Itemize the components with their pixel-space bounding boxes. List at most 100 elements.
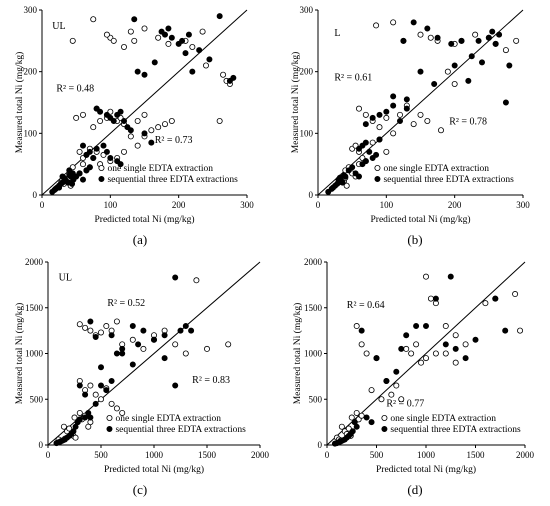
open-point [427, 295, 434, 302]
x-tick-label: 500 [94, 450, 108, 460]
open-point [502, 47, 509, 54]
open-point [422, 273, 429, 280]
open-point [182, 350, 189, 357]
filled-point [468, 53, 475, 60]
filled-point [403, 105, 410, 112]
filled-point [362, 121, 369, 128]
open-point [452, 359, 459, 366]
filled-point [442, 341, 449, 348]
open-point [103, 323, 110, 330]
open-point [76, 321, 83, 328]
open-point [422, 355, 429, 362]
open-point [140, 345, 147, 352]
filled-point [113, 350, 120, 357]
filled-point [150, 336, 157, 343]
series-sequential-edta [53, 274, 195, 447]
filled-point [140, 327, 147, 334]
open-point [87, 327, 94, 334]
open-point [343, 182, 350, 189]
identity-line [317, 9, 524, 196]
panel-caption: (b) [407, 232, 422, 247]
filled-point [424, 25, 431, 32]
open-point [148, 127, 155, 134]
filled-point [85, 409, 92, 416]
legend-label: sequential three EDTA extractions [107, 175, 238, 185]
filled-point [76, 170, 83, 177]
filled-point [182, 50, 189, 57]
filled-point [496, 31, 503, 38]
filled-point [168, 34, 175, 41]
y-tick-label: 300 [24, 5, 38, 15]
legend-label: sequential three EDTA extractions [390, 425, 521, 435]
filled-point [502, 99, 509, 106]
legend-label: one single EDTA extraction [107, 164, 213, 174]
legend-filled-marker [98, 175, 105, 182]
filled-point [485, 34, 492, 41]
chart-panel-2: 0 100 200 300 0 100 200 300 L R² = 0.61 R² = 0.78 o… [290, 5, 530, 247]
legend-label: one single EDTA extraction [115, 414, 221, 424]
open-point [452, 332, 459, 339]
chart-panel-4: 0 500 1000 1500 2000 0 500 1000 1500 2000 R² = 0.6… [292, 257, 535, 497]
series-sequential-edta [331, 273, 509, 447]
legend-open-marker [106, 414, 113, 421]
filled-point [93, 145, 100, 152]
filled-point [148, 139, 155, 146]
open-point [396, 111, 403, 118]
open-point [472, 31, 479, 38]
x-tick-label: 500 [370, 450, 384, 460]
open-point [410, 121, 417, 128]
filled-point [117, 161, 124, 168]
open-point [172, 341, 179, 348]
open-point [403, 345, 410, 352]
filled-point [369, 114, 376, 121]
open-point [131, 37, 138, 44]
x-axis-label: Predicted total Ni (mg/kg) [376, 464, 476, 475]
open-point [127, 28, 134, 35]
filled-point [413, 323, 420, 330]
open-point [348, 414, 355, 421]
y-tick-label: 500 [309, 394, 323, 404]
filled-point [472, 336, 479, 343]
y-tick-label: 300 [300, 5, 314, 15]
legend-filled-marker [381, 425, 388, 432]
filled-point [331, 440, 338, 447]
open-point [80, 161, 87, 168]
filled-point [161, 332, 168, 339]
filled-point [103, 148, 110, 155]
open-point [73, 114, 80, 121]
filled-point [188, 327, 195, 334]
filled-point [362, 158, 369, 165]
open-point [442, 323, 449, 330]
open-point [92, 391, 99, 398]
chart-panel-1: 0 100 200 300 0 100 200 300 UL R² = 0.48 R² = 0.73… [14, 5, 254, 247]
open-point [97, 118, 104, 125]
filled-point [80, 142, 87, 149]
filled-point [80, 176, 87, 183]
filled-point [196, 47, 203, 54]
filled-point [492, 295, 499, 302]
y-tick-label: 0 [309, 190, 314, 200]
filled-point [398, 345, 405, 352]
y-tick-label: 1000 [304, 349, 323, 359]
panel-caption: (a) [133, 232, 147, 247]
filled-point [59, 179, 66, 186]
filled-point [432, 295, 439, 302]
identity-line [41, 9, 248, 196]
filled-point [216, 13, 223, 20]
y-tick-label: 200 [300, 67, 314, 77]
filled-point [431, 81, 438, 88]
filled-point [108, 332, 115, 339]
x-tick-label: 2000 [516, 450, 535, 460]
filled-point [396, 118, 403, 125]
filled-point [339, 179, 346, 186]
filled-point [373, 355, 380, 362]
filled-point [434, 34, 441, 41]
filled-point [90, 154, 97, 161]
filled-point [390, 102, 397, 109]
y-tick-label: 1500 [25, 303, 44, 313]
filled-point [82, 391, 89, 398]
r2-annotation: R² = 0.52 [107, 298, 145, 309]
open-point [71, 414, 78, 421]
open-point [76, 409, 83, 416]
